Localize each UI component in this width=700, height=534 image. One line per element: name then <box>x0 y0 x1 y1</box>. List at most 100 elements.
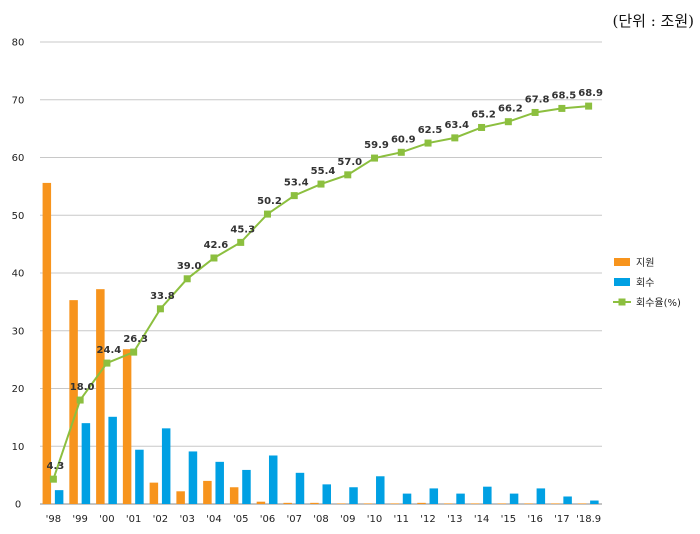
gridlines <box>40 41 602 505</box>
bar-recovery <box>135 449 144 504</box>
data-label: 26.3 <box>123 334 148 345</box>
y-tick-label: 50 <box>12 211 25 222</box>
line-marker <box>344 171 352 179</box>
x-tick-label: '06 <box>260 514 275 525</box>
bar-recovery <box>590 500 599 504</box>
x-tick-label: '17 <box>554 514 569 525</box>
bar-support <box>577 503 587 504</box>
line-marker <box>504 118 512 126</box>
line-marker <box>237 238 245 246</box>
x-tick-label: '09 <box>340 514 355 525</box>
x-tick-label: '12 <box>420 514 435 525</box>
bar-recovery <box>536 488 546 504</box>
bar-recovery <box>54 490 64 504</box>
bar-recovery <box>483 486 492 504</box>
bar-recovery <box>376 476 385 504</box>
bar-recovery <box>81 423 91 504</box>
bar-support <box>256 501 266 504</box>
line-marker <box>103 359 111 367</box>
line-marker <box>531 108 539 116</box>
legend-swatch <box>614 258 630 266</box>
data-label: 57.0 <box>337 157 362 168</box>
bar-support <box>283 502 292 504</box>
x-tick-label: '18.9 <box>576 514 601 525</box>
line-marker <box>371 154 379 162</box>
line-marker <box>263 210 271 218</box>
x-tick-label: '04 <box>206 514 221 525</box>
bar-support <box>69 300 78 504</box>
data-label: 4.3 <box>47 461 65 472</box>
data-label: 68.9 <box>578 88 603 99</box>
y-tick-label: 70 <box>12 95 25 106</box>
unit-label: (단위 : 조원) <box>612 12 695 30</box>
bar-recovery <box>509 493 519 504</box>
y-tick-label: 80 <box>12 38 25 49</box>
bar-support <box>176 491 185 504</box>
data-label: 62.5 <box>418 125 443 136</box>
bar-support <box>524 503 533 504</box>
bar-support <box>229 487 239 504</box>
x-tick-label: '11 <box>394 514 409 525</box>
bar-support <box>444 503 453 504</box>
line-marker <box>317 180 325 188</box>
x-tick-label: '99 <box>72 514 87 525</box>
line-marker <box>290 192 298 200</box>
bar-support <box>497 503 507 504</box>
x-tick-label: '01 <box>126 514 141 525</box>
data-label: 33.8 <box>150 291 175 302</box>
line-marker <box>558 104 566 112</box>
line-marker <box>451 134 459 142</box>
bar-recovery <box>295 472 305 504</box>
x-tick-label: '03 <box>179 514 194 525</box>
x-tick-label: '05 <box>233 514 248 525</box>
bar-support <box>336 503 346 504</box>
data-label: 65.2 <box>471 109 496 120</box>
data-label: 68.5 <box>552 90 577 101</box>
bar-recovery <box>402 493 412 504</box>
x-tick-label: '98 <box>46 514 61 525</box>
x-tick-label: '16 <box>527 514 542 525</box>
line-marker <box>210 254 218 262</box>
bar-support <box>203 480 212 504</box>
line-series <box>49 102 593 483</box>
bar-recovery <box>349 487 358 504</box>
data-label: 50.2 <box>257 196 282 207</box>
bar-support <box>122 349 132 504</box>
data-label: 53.4 <box>284 178 309 189</box>
x-axis-ticks: '98 '99 '00 '01 '02 '03 '04 '05 '06 '07 '08 '09 '10 '… <box>46 514 601 525</box>
y-tick-label: 0 <box>15 500 21 511</box>
bar-recovery <box>429 488 439 504</box>
bar-support <box>363 503 373 504</box>
x-tick-label: '15 <box>501 514 516 525</box>
bar-support <box>96 289 105 504</box>
x-tick-label: '00 <box>99 514 114 525</box>
x-tick-label: '13 <box>447 514 462 525</box>
recovery-rate-line <box>52 105 589 480</box>
data-labels: 4.318.024.426.333.839.042.645.350.253.45… <box>47 88 603 472</box>
y-axis-ticks: 0 10 20 30 40 50 60 70 80 <box>12 38 25 511</box>
bar-support <box>417 502 426 504</box>
line-marker <box>183 275 191 283</box>
legend-label: 지원 <box>636 257 654 269</box>
line-marker <box>424 139 432 147</box>
data-label: 59.9 <box>364 140 389 151</box>
bar-support <box>470 503 480 504</box>
bar-support <box>310 502 319 504</box>
y-tick-label: 20 <box>12 384 25 395</box>
line-marker <box>585 102 593 110</box>
data-label: 66.2 <box>498 104 523 115</box>
bar-recovery <box>242 469 251 504</box>
bar-support <box>390 503 399 504</box>
y-tick-label: 60 <box>12 153 25 164</box>
line-marker <box>156 305 164 313</box>
data-label: 39.0 <box>177 261 202 272</box>
line-marker <box>478 123 486 131</box>
bar-recovery <box>563 496 572 504</box>
x-tick-label: '10 <box>367 514 382 525</box>
bar-recovery <box>108 416 117 504</box>
bar-series <box>42 182 599 504</box>
data-label: 24.4 <box>97 345 122 356</box>
data-label: 45.3 <box>230 224 255 235</box>
data-label: 42.6 <box>204 240 229 251</box>
legend-label: 회수 <box>636 277 654 289</box>
